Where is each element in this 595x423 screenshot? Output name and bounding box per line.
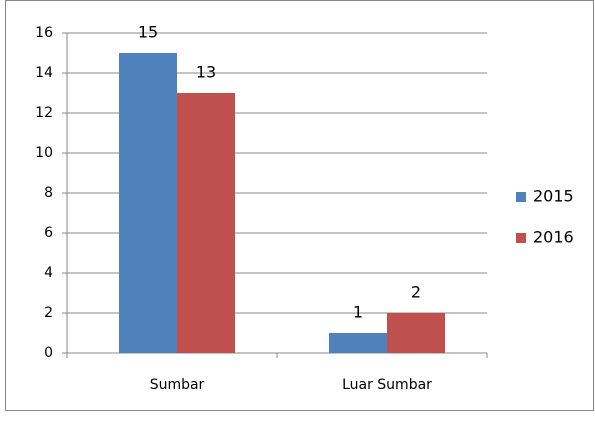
data-label: 2 xyxy=(411,283,421,302)
legend-label: 2015 xyxy=(533,187,574,206)
y-tick-label: 0 xyxy=(44,345,53,361)
y-tick-label: 14 xyxy=(35,65,53,81)
y-tick-label: 4 xyxy=(44,265,53,281)
legend-label: 2016 xyxy=(533,228,574,247)
legend-swatch xyxy=(516,233,526,243)
y-tick-label: 6 xyxy=(44,225,53,241)
y-tick-label: 8 xyxy=(44,185,53,201)
y-tick-label: 16 xyxy=(35,25,53,41)
x-tick-label: Sumbar xyxy=(150,377,205,393)
bar xyxy=(119,53,177,353)
data-label: 15 xyxy=(138,23,158,42)
y-tick-label: 2 xyxy=(44,305,53,321)
x-tick-label: Luar Sumbar xyxy=(342,377,432,393)
y-tick-label: 10 xyxy=(35,145,53,161)
y-tick-label: 12 xyxy=(35,105,53,121)
legend-swatch xyxy=(516,192,526,202)
data-label: 13 xyxy=(196,63,216,82)
chart-frame xyxy=(5,0,594,411)
bar xyxy=(387,313,445,353)
data-label: 1 xyxy=(353,303,363,322)
bar xyxy=(329,333,387,353)
bar xyxy=(177,93,235,353)
